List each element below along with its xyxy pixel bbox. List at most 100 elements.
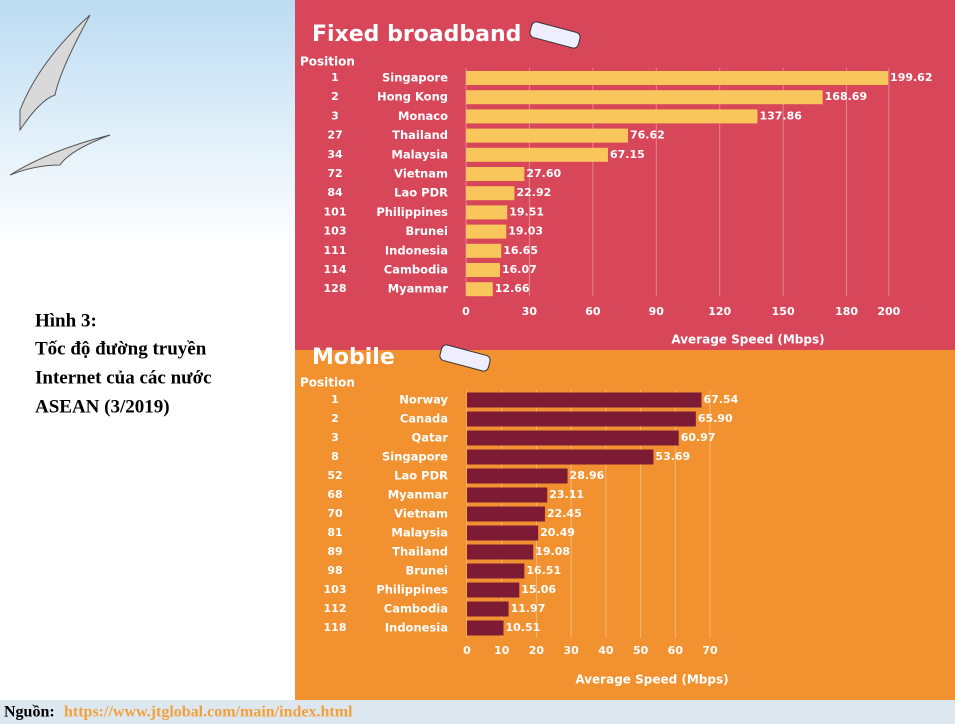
position: 103: [324, 225, 347, 238]
category-label: Thailand: [392, 545, 448, 559]
category-label: Norway: [399, 393, 448, 407]
source-label: Nguồn:: [4, 704, 55, 721]
value-label: 19.03: [508, 225, 543, 238]
position: 98: [327, 564, 342, 577]
bar: [467, 583, 519, 598]
category-label: Thailand: [392, 128, 448, 142]
x-tick-label: 30: [564, 644, 580, 657]
bar: [467, 526, 538, 541]
caption: ASEAN (3/2019): [35, 396, 170, 417]
value-label: 11.97: [511, 602, 546, 615]
category-label: Vietnam: [394, 507, 448, 521]
position: 1: [331, 393, 339, 406]
value-label: 53.69: [655, 450, 690, 463]
bar: [466, 282, 493, 296]
value-label: 15.06: [521, 583, 556, 596]
category-label: Canada: [400, 412, 448, 426]
category-label: Malaysia: [391, 147, 448, 161]
position: 72: [327, 167, 342, 180]
position: 81: [327, 526, 342, 539]
x-axis-label: Average Speed (Mbps): [671, 333, 824, 347]
bar: [466, 90, 823, 104]
position: 101: [324, 205, 347, 218]
x-tick-label: 90: [649, 305, 665, 318]
source-url: https://www.jtglobal.com/main/index.html: [64, 704, 353, 721]
x-tick-label: 10: [494, 644, 510, 657]
bar: [466, 263, 500, 277]
position: 111: [324, 244, 347, 257]
bar: [467, 602, 509, 617]
category-label: Malaysia: [391, 526, 448, 540]
category-label: Philippines: [376, 583, 448, 597]
value-label: 19.08: [535, 545, 570, 558]
x-tick-label: 70: [702, 644, 718, 657]
category-label: Monaco: [398, 109, 448, 123]
bar: [466, 186, 514, 200]
value-label: 22.45: [547, 507, 582, 520]
position: 68: [327, 488, 342, 501]
bar: [467, 545, 533, 560]
category-label: Cambodia: [384, 263, 448, 277]
bar: [467, 621, 503, 636]
category-label: Brunei: [405, 564, 448, 578]
bar: [467, 469, 568, 484]
value-label: 60.97: [681, 431, 716, 444]
bar: [466, 167, 524, 181]
bar: [467, 488, 547, 503]
value-label: 137.86: [759, 109, 802, 122]
bar: [467, 412, 696, 427]
value-label: 16.07: [502, 263, 537, 276]
position: 3: [331, 431, 339, 444]
x-tick-label: 0: [463, 644, 471, 657]
position: 112: [324, 602, 347, 615]
position-header: Position: [300, 55, 355, 69]
bar: [466, 205, 507, 219]
x-tick-label: 20: [529, 644, 545, 657]
position: 52: [327, 469, 342, 482]
category-label: Vietnam: [394, 167, 448, 181]
position: 8: [331, 450, 339, 463]
position: 118: [324, 621, 347, 634]
value-label: 16.65: [503, 244, 538, 257]
x-tick-label: 180: [835, 305, 858, 318]
value-label: 20.49: [540, 526, 575, 539]
value-label: 19.51: [509, 205, 544, 218]
x-tick-label: 150: [772, 305, 795, 318]
x-tick-label: 60: [668, 644, 684, 657]
value-label: 22.92: [516, 186, 551, 199]
x-tick-label: 50: [633, 644, 649, 657]
chart-title: Mobile: [312, 345, 395, 370]
value-label: 27.60: [526, 167, 561, 180]
value-label: 67.54: [704, 393, 739, 406]
position: 70: [327, 507, 343, 520]
value-label: 28.96: [570, 469, 605, 482]
bar: [466, 148, 608, 162]
slide: Fixed broadbandPosition03060901201501802…: [0, 0, 955, 724]
caption: Internet của các nước: [35, 367, 212, 388]
category-label: Singapore: [382, 71, 448, 85]
bar: [466, 109, 757, 123]
category-label: Qatar: [412, 431, 449, 445]
bar: [466, 225, 506, 239]
position: 2: [331, 90, 339, 103]
category-label: Hong Kong: [377, 90, 448, 104]
position: 34: [327, 148, 343, 161]
value-label: 65.90: [698, 412, 733, 425]
bar: [467, 431, 679, 446]
bar: [467, 393, 702, 408]
value-label: 10.51: [505, 621, 540, 634]
category-label: Philippines: [376, 205, 448, 219]
bar: [467, 450, 653, 465]
x-tick-label: 40: [598, 644, 614, 657]
value-label: 168.69: [825, 90, 867, 103]
value-label: 67.15: [610, 148, 645, 161]
chart-title: Fixed broadband: [312, 22, 521, 47]
bar: [466, 129, 628, 143]
x-tick-label: 30: [522, 305, 538, 318]
position: 1: [331, 71, 339, 84]
bar: [467, 564, 524, 579]
category-label: Singapore: [382, 450, 448, 464]
x-tick-label: 60: [585, 305, 601, 318]
x-tick-label: 200: [877, 305, 900, 318]
caption: Tốc độ đường truyền: [35, 338, 207, 359]
